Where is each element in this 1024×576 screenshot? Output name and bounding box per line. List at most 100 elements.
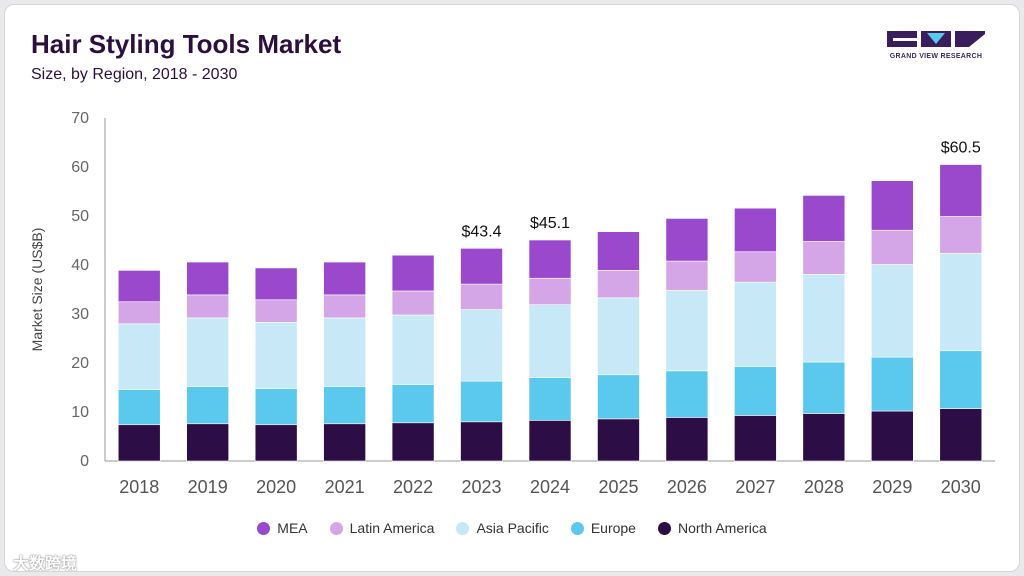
watermark-text: 大数跨境 xyxy=(13,554,78,572)
bar-segment xyxy=(117,301,161,325)
bar-segment xyxy=(186,386,229,425)
legend-swatch xyxy=(657,521,671,535)
bar-segment xyxy=(871,229,914,265)
bar-segment xyxy=(254,267,298,301)
bar-segment xyxy=(323,317,366,387)
bar-segment xyxy=(528,420,572,462)
legend-label: Asia Pacific xyxy=(476,520,549,536)
bar-segment xyxy=(391,290,435,316)
y-tick-label: 0 xyxy=(80,453,89,470)
grand-view-research-logo: GRAND VIEW RESEARCH xyxy=(885,29,987,65)
bar-segment xyxy=(597,374,640,420)
bar-segment xyxy=(871,264,914,358)
bar-segment xyxy=(323,261,366,296)
bar-segment xyxy=(734,207,777,253)
x-tick-label: 2026 xyxy=(667,477,707,497)
x-tick-label: 2022 xyxy=(393,477,433,497)
y-tick-label: 50 xyxy=(71,208,89,225)
y-tick-label: 20 xyxy=(71,355,89,372)
bar-segment xyxy=(117,424,161,462)
x-tick-label: 2030 xyxy=(941,477,981,497)
bar-segment xyxy=(117,323,161,390)
bar-segment xyxy=(802,241,846,275)
bar-segment xyxy=(665,290,709,372)
total-value-label: $45.1 xyxy=(530,215,570,232)
x-tick-label: 2023 xyxy=(462,477,502,497)
bar-segment xyxy=(665,260,709,291)
bar-segment xyxy=(939,350,983,409)
legend-item: Europe xyxy=(570,520,636,536)
chart-legend: MEA Latin America Asia Pacific Europe North … xyxy=(5,520,1019,536)
bar-segment xyxy=(734,281,777,367)
bar-segment xyxy=(665,417,709,462)
bar-segment xyxy=(871,180,914,231)
bar-segment xyxy=(186,294,229,319)
chart-title: Hair Styling Tools Market xyxy=(31,29,342,59)
bar-segment xyxy=(802,195,846,242)
bar-segment xyxy=(460,309,503,382)
bar-segment xyxy=(597,231,640,271)
bar-segment xyxy=(460,421,503,462)
legend-swatch xyxy=(257,521,271,535)
bar-segment xyxy=(460,380,503,423)
x-tick-label: 2020 xyxy=(256,477,296,497)
bar-segment xyxy=(665,370,709,418)
bar-segment xyxy=(528,277,572,305)
bar-segment xyxy=(597,297,640,376)
bar-segment xyxy=(597,270,640,299)
legend-label: MEA xyxy=(277,520,308,536)
bar-segment xyxy=(871,410,914,462)
bar-segment xyxy=(734,251,777,283)
legend-swatch xyxy=(456,521,470,535)
bar-segment xyxy=(186,261,229,296)
bar-segment xyxy=(939,408,983,462)
bar-segment xyxy=(323,423,366,462)
legend-item: North America xyxy=(657,520,767,536)
legend-label: Europe xyxy=(590,520,636,536)
bar-segment xyxy=(323,386,366,425)
logo-text: GRAND VIEW RESEARCH xyxy=(889,53,983,60)
bar-segment xyxy=(323,294,366,319)
bar-segment xyxy=(254,424,298,462)
x-tick-label: 2024 xyxy=(530,477,570,497)
y-tick-label: 70 xyxy=(71,110,89,127)
legend-swatch xyxy=(570,521,584,535)
total-value-label: $60.5 xyxy=(941,140,981,157)
bar-segment xyxy=(391,314,435,385)
bar-segment xyxy=(460,248,503,285)
bar-segment xyxy=(597,418,640,462)
bar-segment xyxy=(117,389,161,426)
x-tick-label: 2025 xyxy=(598,477,638,497)
x-tick-label: 2028 xyxy=(804,477,844,497)
bar-segment xyxy=(734,366,777,416)
chart-card: Hair Styling Tools Market Size, by Regio… xyxy=(4,4,1020,572)
x-tick-label: 2027 xyxy=(735,477,775,497)
legend-label: North America xyxy=(677,520,767,536)
total-value-label: $43.4 xyxy=(462,223,502,240)
bar-segment xyxy=(528,239,572,279)
legend-item: MEA xyxy=(257,520,308,536)
bar-segment xyxy=(391,254,435,292)
bar-segment xyxy=(734,415,777,462)
bar-segment xyxy=(939,164,983,217)
bar-segment xyxy=(665,218,709,262)
bar-segment xyxy=(871,356,914,412)
bar-segment xyxy=(186,317,229,387)
y-axis-label: Market Size (US$B) xyxy=(29,228,45,352)
bar-segment xyxy=(802,361,846,414)
y-tick-label: 30 xyxy=(71,306,89,323)
logo-mark-icon xyxy=(887,31,985,47)
y-tick-label: 10 xyxy=(71,404,89,421)
bar-segment xyxy=(186,423,229,462)
bar-segment xyxy=(254,299,298,323)
legend-swatch xyxy=(329,521,343,535)
bar-segment xyxy=(939,252,983,352)
bar-segment xyxy=(528,304,572,379)
x-tick-label: 2029 xyxy=(872,477,912,497)
bar-segment xyxy=(802,413,846,462)
x-tick-label: 2018 xyxy=(119,477,159,497)
bar-segment xyxy=(528,377,572,421)
bar-segment xyxy=(460,283,503,310)
bar-segment xyxy=(391,422,435,462)
bar-segment xyxy=(391,384,435,424)
